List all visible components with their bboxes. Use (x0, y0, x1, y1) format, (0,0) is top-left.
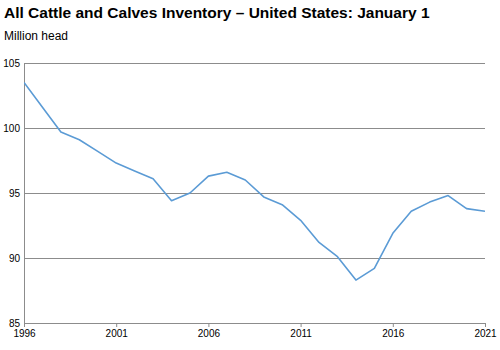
y-tick: 95 (9, 188, 24, 199)
x-tick: 2016 (382, 323, 405, 339)
data-line (24, 83, 485, 281)
grid-line (24, 193, 485, 194)
y-tick: 85 (9, 318, 24, 329)
x-tick-label: 1996 (13, 328, 36, 339)
y-tick-label: 90 (9, 253, 21, 264)
subtitle: Million head (4, 29, 68, 43)
y-axis-line (24, 64, 25, 324)
x-tick-label: 2001 (106, 328, 129, 339)
x-tick: 2021 (474, 323, 497, 339)
x-tick-mark (116, 323, 117, 327)
x-tick: 2001 (106, 323, 129, 339)
x-tick-mark (393, 323, 394, 327)
y-tick: 100 (3, 123, 24, 134)
x-tick-mark (208, 323, 209, 327)
y-tick: 90 (9, 253, 24, 264)
y-tick-label: 100 (3, 123, 20, 134)
x-axis: 1996 2001 2006 2011 2016 2021 (13, 323, 497, 339)
chart: All Cattle and Calves Inventory – United… (0, 0, 500, 350)
x-tick-mark (24, 323, 25, 327)
grid-line (24, 258, 485, 259)
x-tick: 2006 (198, 323, 221, 339)
grid-line (24, 63, 485, 64)
x-axis-line (25, 324, 486, 328)
x-tick-mark (485, 323, 486, 327)
y-tick-label: 95 (9, 188, 21, 199)
x-tick-label: 2016 (382, 328, 405, 339)
title: All Cattle and Calves Inventory – United… (4, 4, 430, 21)
grid (24, 63, 485, 323)
y-axis: 85 90 95 100 105 (3, 58, 24, 329)
y-tick: 105 (3, 58, 24, 69)
x-tick-label: 2021 (474, 328, 497, 339)
grid-line (24, 128, 485, 129)
x-tick: 2011 (290, 323, 312, 339)
y-tick-label: 85 (9, 318, 21, 329)
y-tick-label: 105 (3, 58, 20, 69)
x-tick: 1996 (13, 323, 36, 339)
x-tick-label: 2006 (198, 328, 221, 339)
marks (24, 83, 485, 281)
x-tick-mark (301, 323, 302, 327)
x-tick-label: 2011 (290, 328, 312, 339)
plot: 85 90 95 100 105 1996 2001 2006 2011 2016 2021 (3, 58, 497, 339)
